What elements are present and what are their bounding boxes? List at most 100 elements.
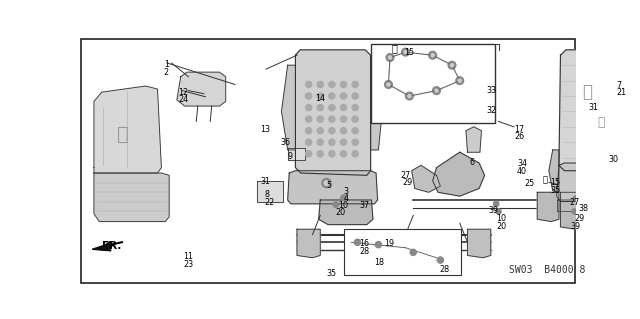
Text: 39: 39 xyxy=(571,221,580,231)
Polygon shape xyxy=(467,229,491,258)
Circle shape xyxy=(340,195,346,200)
Circle shape xyxy=(322,178,331,188)
Text: 15: 15 xyxy=(550,178,561,188)
Text: 10: 10 xyxy=(338,201,348,210)
Circle shape xyxy=(458,79,461,82)
Text: 21: 21 xyxy=(616,88,627,97)
Text: 22: 22 xyxy=(264,198,275,207)
Text: 34: 34 xyxy=(518,159,528,168)
Text: 9: 9 xyxy=(288,152,293,161)
Circle shape xyxy=(305,151,312,157)
Circle shape xyxy=(317,128,323,134)
Circle shape xyxy=(386,54,394,61)
Circle shape xyxy=(305,81,312,87)
Circle shape xyxy=(437,257,444,263)
Text: 40: 40 xyxy=(516,167,526,176)
Circle shape xyxy=(329,93,335,99)
Bar xyxy=(344,229,461,275)
Text: 12: 12 xyxy=(179,88,189,97)
Polygon shape xyxy=(371,65,382,150)
Text: 🔩: 🔩 xyxy=(392,43,397,53)
Circle shape xyxy=(317,139,323,145)
Polygon shape xyxy=(412,165,440,192)
Circle shape xyxy=(456,77,463,85)
Circle shape xyxy=(402,48,410,56)
Circle shape xyxy=(340,105,347,111)
Circle shape xyxy=(340,93,347,99)
Text: 20: 20 xyxy=(336,208,346,217)
Text: 29: 29 xyxy=(403,178,413,188)
Circle shape xyxy=(305,139,312,145)
Circle shape xyxy=(435,89,438,92)
Circle shape xyxy=(317,81,323,87)
Circle shape xyxy=(352,139,358,145)
Circle shape xyxy=(329,151,335,157)
Polygon shape xyxy=(319,200,373,225)
Text: 13: 13 xyxy=(260,125,270,134)
Circle shape xyxy=(448,61,456,69)
Text: 39: 39 xyxy=(488,206,499,215)
Circle shape xyxy=(404,51,407,54)
Text: 36: 36 xyxy=(280,138,290,147)
Text: 𝓈: 𝓈 xyxy=(597,116,605,130)
Circle shape xyxy=(352,151,358,157)
Text: 31: 31 xyxy=(260,177,271,186)
Text: 8: 8 xyxy=(264,190,269,199)
Text: 31: 31 xyxy=(588,103,598,112)
Circle shape xyxy=(305,128,312,134)
Text: 2: 2 xyxy=(164,68,169,77)
Circle shape xyxy=(340,139,347,145)
Text: 7: 7 xyxy=(616,81,621,90)
Polygon shape xyxy=(94,173,169,221)
Text: 1: 1 xyxy=(164,60,169,69)
Circle shape xyxy=(387,83,390,86)
Text: SW03  B4000 8: SW03 B4000 8 xyxy=(509,265,586,275)
Circle shape xyxy=(433,87,440,94)
Circle shape xyxy=(317,105,323,111)
Circle shape xyxy=(340,151,347,157)
Text: 14: 14 xyxy=(315,94,325,103)
Circle shape xyxy=(493,201,499,206)
Text: 18: 18 xyxy=(374,258,385,267)
Circle shape xyxy=(431,54,434,57)
Circle shape xyxy=(329,116,335,122)
Circle shape xyxy=(317,151,323,157)
Circle shape xyxy=(317,93,323,99)
Text: 🔩: 🔩 xyxy=(543,175,547,184)
Circle shape xyxy=(340,81,347,87)
Polygon shape xyxy=(537,192,559,221)
Text: 6: 6 xyxy=(469,158,474,167)
Text: 17: 17 xyxy=(514,124,524,134)
Polygon shape xyxy=(549,150,559,192)
Circle shape xyxy=(329,105,335,111)
Text: 30: 30 xyxy=(609,155,618,164)
Circle shape xyxy=(352,116,358,122)
Text: 25: 25 xyxy=(525,179,535,188)
Circle shape xyxy=(385,81,392,88)
Polygon shape xyxy=(296,50,371,175)
Text: FR.: FR. xyxy=(102,241,121,251)
Circle shape xyxy=(572,209,577,214)
Text: 5: 5 xyxy=(326,182,332,190)
Text: 27: 27 xyxy=(570,198,580,207)
Circle shape xyxy=(352,81,358,87)
Text: 𝓈: 𝓈 xyxy=(582,83,593,101)
Text: 32: 32 xyxy=(486,106,496,115)
Text: 11: 11 xyxy=(183,252,193,261)
Polygon shape xyxy=(288,148,305,160)
Polygon shape xyxy=(282,65,296,150)
Circle shape xyxy=(324,181,329,185)
Polygon shape xyxy=(297,229,320,258)
Text: 28: 28 xyxy=(359,247,369,256)
Circle shape xyxy=(410,249,417,256)
Circle shape xyxy=(305,105,312,111)
Text: 4: 4 xyxy=(344,194,349,203)
Text: 35: 35 xyxy=(326,269,337,278)
Text: 38: 38 xyxy=(579,204,588,213)
Circle shape xyxy=(352,105,358,111)
Circle shape xyxy=(333,202,339,207)
Polygon shape xyxy=(288,171,378,204)
Circle shape xyxy=(305,116,312,122)
Circle shape xyxy=(375,241,381,248)
Text: 29: 29 xyxy=(575,214,585,223)
